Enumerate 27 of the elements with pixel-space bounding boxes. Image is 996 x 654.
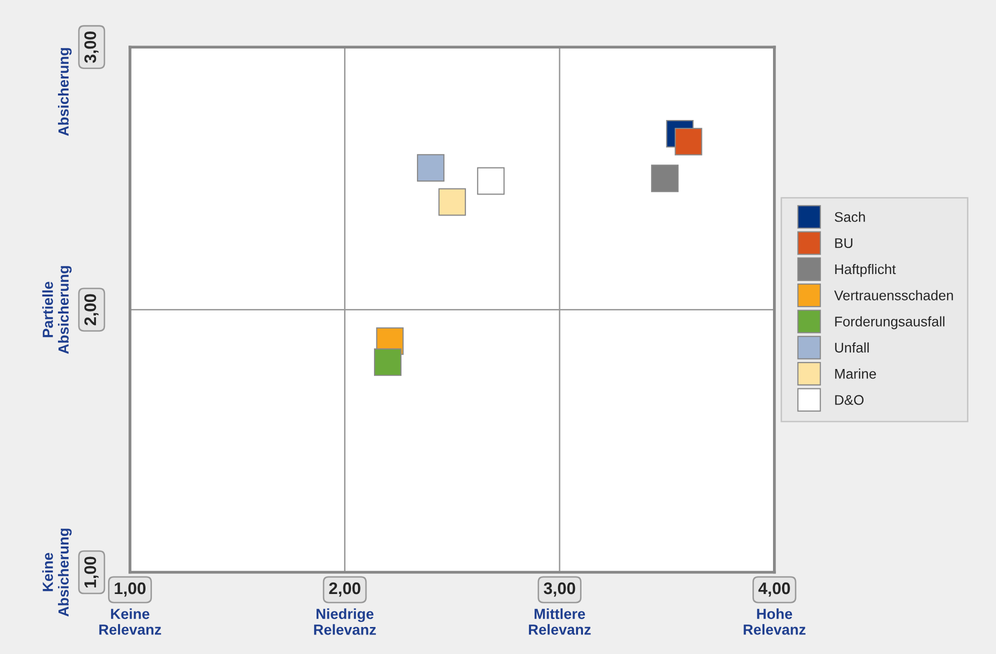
- point: [438, 188, 466, 216]
- x-tick-label: 1,00: [114, 582, 146, 597]
- text: Absicherung: [58, 48, 72, 136]
- text: Keine Relevanz: [99, 608, 162, 635]
- text: Mittlere Relevanz: [528, 608, 591, 635]
- point: [374, 348, 402, 376]
- text: Niedrige Relevanz: [314, 608, 376, 635]
- legend-label: BU: [835, 238, 852, 248]
- legend-label: Sach: [834, 212, 865, 222]
- text: Partielle Absicherung: [42, 266, 72, 354]
- legend-label: Unfall: [835, 342, 869, 353]
- text: Hohe Relevanz: [744, 608, 806, 635]
- legend-label: D&O: [835, 395, 864, 405]
- legend-label: Vertrauensschaden: [834, 290, 953, 300]
- y-tick-label: 3,00: [84, 32, 99, 63]
- legend-label: Forderungsausfall: [835, 316, 944, 330]
- point: [651, 164, 679, 192]
- y-tick-label: 2,00: [84, 294, 99, 326]
- x-tick-label: 3,00: [544, 582, 576, 597]
- x-tick-label: 4,00: [758, 582, 790, 597]
- point: [674, 128, 702, 156]
- legend-label: Marine: [835, 368, 876, 379]
- point: [477, 167, 505, 195]
- x-tick-label: 2,00: [329, 582, 360, 597]
- text: Keine Absicherung: [42, 528, 72, 616]
- point: [416, 154, 444, 182]
- legend-label: Haftpflicht: [835, 264, 896, 277]
